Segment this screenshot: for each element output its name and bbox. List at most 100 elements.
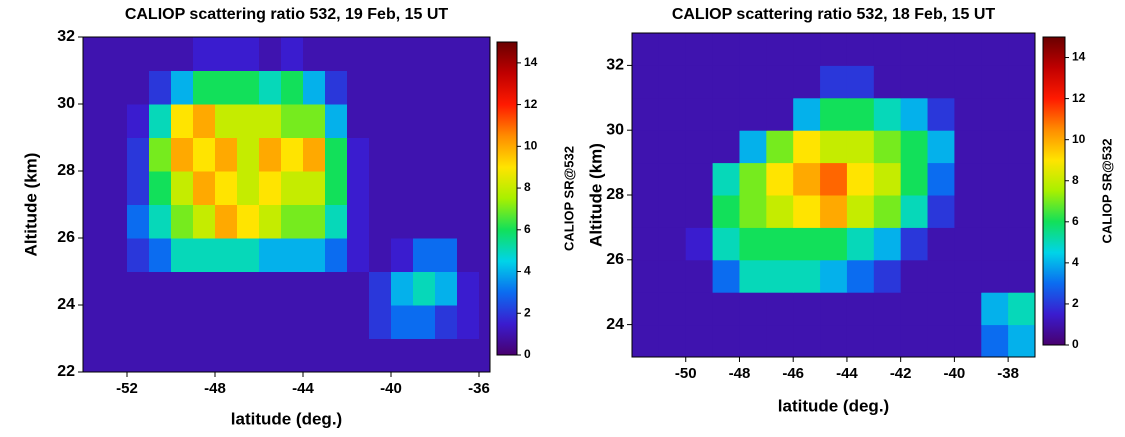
heatmap-cell xyxy=(303,104,326,138)
heatmap-cell xyxy=(83,238,106,272)
heatmap-cell xyxy=(171,305,194,339)
heatmap-cell xyxy=(457,238,480,272)
heatmap-cell xyxy=(873,162,902,196)
heatmap-cell xyxy=(632,65,660,99)
heatmap-cell xyxy=(171,104,194,138)
heatmap-cell xyxy=(325,305,348,339)
heatmap-cell xyxy=(712,259,740,293)
heatmap-cell xyxy=(846,259,875,293)
heatmap-cell xyxy=(457,104,480,138)
heatmap-cell xyxy=(479,238,490,272)
heatmap-cell xyxy=(685,130,714,164)
heatmap-cell xyxy=(981,195,1009,228)
heatmap-cell xyxy=(171,238,194,272)
heatmap-cell xyxy=(927,195,955,228)
heatmap-cell xyxy=(391,171,414,205)
heatmap-cell xyxy=(105,338,128,372)
heatmap-cell xyxy=(105,204,128,239)
x-tick-label: -40 xyxy=(944,365,966,382)
heatmap-cell xyxy=(712,227,740,261)
heatmap-cell xyxy=(766,33,794,66)
heatmap-cell xyxy=(281,305,304,339)
heatmap-cell xyxy=(820,324,848,357)
heatmap-cell xyxy=(303,37,326,71)
x-tick-label: -42 xyxy=(890,365,912,382)
heatmap-cell xyxy=(391,305,414,339)
heatmap-cell xyxy=(457,137,480,172)
colorbar xyxy=(496,41,518,356)
heatmap-cell xyxy=(413,70,436,105)
heatmap-cell xyxy=(793,292,821,326)
heatmap-cell xyxy=(369,238,392,272)
heatmap-cell xyxy=(900,195,929,228)
y-tick-label: 32 xyxy=(57,28,75,45)
heatmap-cell xyxy=(413,137,436,172)
heatmap-cell xyxy=(739,324,767,357)
y-tick-label: 26 xyxy=(57,229,75,246)
heatmap-cell xyxy=(873,195,902,228)
heatmap-cell xyxy=(215,204,238,239)
heatmap-cell xyxy=(739,33,767,66)
heatmap-cell xyxy=(739,130,767,164)
heatmap-cell xyxy=(347,271,370,306)
heatmap-cell xyxy=(479,171,490,205)
heatmap-cell xyxy=(873,65,902,99)
heatmap-cell xyxy=(900,324,929,357)
heatmap-cell xyxy=(127,137,150,172)
heatmap-cell xyxy=(846,33,875,66)
heatmap-cell xyxy=(369,305,392,339)
heatmap-cell xyxy=(325,238,348,272)
y-tick-label: 30 xyxy=(606,121,624,138)
heatmap-cell xyxy=(685,162,714,196)
heatmap-cell xyxy=(1008,162,1035,196)
heatmap-cell xyxy=(391,338,414,372)
heatmap-cell xyxy=(325,70,348,105)
heatmap-cell xyxy=(237,204,260,239)
heatmap-cell xyxy=(793,33,821,66)
heatmap-cell xyxy=(347,338,370,372)
heatmap-cell xyxy=(766,195,794,228)
heatmap-cell xyxy=(325,37,348,71)
heatmap-cell xyxy=(193,238,216,272)
heatmap-cell xyxy=(846,130,875,164)
heatmap-cell xyxy=(632,33,660,66)
heatmap-cell xyxy=(281,70,304,105)
heatmap-cell xyxy=(281,104,304,138)
heatmap-cell xyxy=(435,338,458,372)
heatmap-cell xyxy=(685,259,714,293)
heatmap-cell xyxy=(927,292,955,326)
heatmap-cell xyxy=(193,271,216,306)
y-tick-label: 22 xyxy=(57,363,75,380)
heatmap-cell xyxy=(1008,324,1035,357)
heatmap-cell xyxy=(900,97,929,131)
heatmap-cell xyxy=(873,33,902,66)
heatmap-cell xyxy=(325,104,348,138)
heatmap-cell xyxy=(171,137,194,172)
heatmap-cell xyxy=(954,227,982,261)
heatmap-cell xyxy=(900,130,929,164)
heatmap-cell xyxy=(369,70,392,105)
heatmap-cell xyxy=(900,65,929,99)
heatmap-cell xyxy=(127,37,150,71)
heatmap-cell xyxy=(83,137,106,172)
heatmap-cell xyxy=(237,37,260,71)
heatmap-cell xyxy=(954,130,982,164)
heatmap-cell xyxy=(873,324,902,357)
heatmap-cell xyxy=(457,271,480,306)
heatmap-cell xyxy=(127,238,150,272)
heatmap-cell xyxy=(369,204,392,239)
heatmap-cell xyxy=(281,338,304,372)
heatmap-cell xyxy=(391,104,414,138)
heatmap-cell xyxy=(820,65,848,99)
heatmap-cell xyxy=(981,65,1009,99)
heatmap-cell xyxy=(766,97,794,131)
heatmap-cell xyxy=(237,171,260,205)
colorbar-tick-label: 14 xyxy=(524,55,538,69)
heatmap-cell xyxy=(303,171,326,205)
heatmap-cell xyxy=(391,137,414,172)
x-tick-label: -44 xyxy=(292,380,314,397)
heatmap-cell xyxy=(632,292,660,326)
heatmap-cell xyxy=(981,130,1009,164)
heatmap-cell xyxy=(685,97,714,131)
heatmap-cell xyxy=(820,227,848,261)
